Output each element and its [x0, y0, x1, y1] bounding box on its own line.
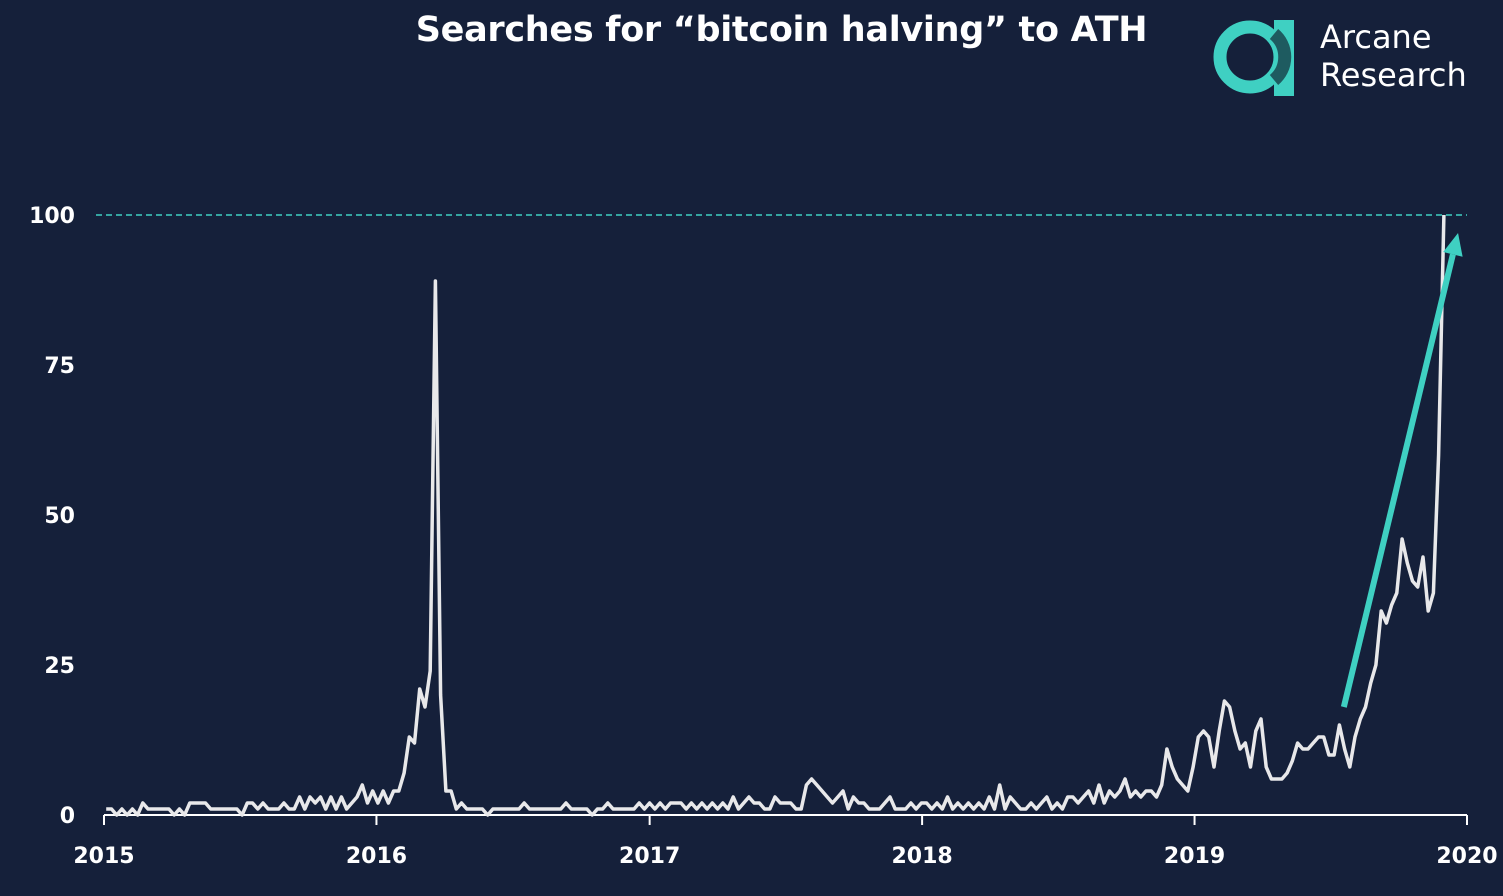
y-tick-label-0: 0: [60, 804, 75, 829]
trend-arrow-annotation: [1340, 233, 1463, 708]
chart-title: Searches for “bitcoin halving” to ATH: [415, 10, 1148, 50]
y-tick-label-75: 75: [44, 354, 75, 379]
series-line-bitcoin-halving-searches: [106, 214, 1446, 817]
brand-name-line2: Research: [1320, 56, 1467, 94]
brand-name-line1: Arcane: [1320, 18, 1432, 56]
x-tick-label-2016: 2016: [346, 844, 407, 869]
x-axis: 2015 2016 2017 2018 2019 2020: [73, 814, 1498, 869]
trend-arrow-head: [1443, 233, 1463, 257]
y-axis: 0 25 50 75 100: [29, 204, 75, 829]
x-tick-label-2018: 2018: [891, 844, 952, 869]
x-tick-label-2015: 2015: [73, 844, 134, 869]
arcane-research-logo-icon: [1213, 20, 1294, 96]
x-tick-label-2017: 2017: [619, 844, 680, 869]
y-tick-label-50: 50: [44, 504, 75, 529]
x-tick-label-2020: 2020: [1436, 844, 1497, 869]
trend-arrow-shaft: [1340, 253, 1456, 708]
y-tick-label-25: 25: [44, 654, 75, 679]
y-tick-label-100: 100: [29, 204, 75, 229]
x-tick-label-2019: 2019: [1164, 844, 1225, 869]
brand-logo: Arcane Research: [1212, 14, 1492, 104]
